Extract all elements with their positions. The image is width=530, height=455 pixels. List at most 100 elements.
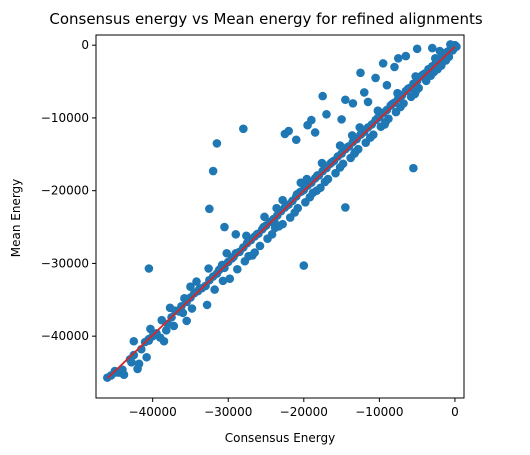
data-point (322, 109, 331, 119)
data-point (323, 174, 333, 184)
data-point (195, 284, 204, 294)
data-point (127, 358, 136, 367)
data-point (363, 97, 373, 107)
data-point (409, 163, 418, 173)
data-point (129, 350, 139, 360)
data-point (435, 46, 445, 56)
data-point (202, 300, 212, 310)
data-point (299, 261, 309, 270)
data-point (302, 174, 312, 184)
data-point (169, 321, 179, 331)
data-point (347, 131, 357, 140)
data-point (187, 304, 197, 313)
data-point (355, 123, 365, 132)
data-point (373, 106, 383, 115)
data-point (350, 149, 359, 158)
data-point (165, 303, 175, 313)
y-tick-label: −40000 (41, 329, 89, 343)
x-tick-label: 0 (451, 405, 459, 419)
data-point (182, 316, 191, 326)
data-point (208, 166, 218, 176)
data-point (341, 203, 350, 212)
data-point (427, 43, 437, 53)
data-point (393, 53, 403, 63)
plot-frame (95, 34, 465, 399)
data-point (433, 64, 442, 74)
data-point (144, 264, 154, 273)
data-point (278, 195, 287, 205)
data-point (259, 222, 269, 232)
data-point (218, 276, 228, 286)
data-point (186, 282, 195, 292)
data-point (387, 99, 397, 109)
x-tick-label: −10000 (355, 405, 403, 419)
data-point (382, 80, 392, 90)
data-point (134, 359, 144, 369)
chart-title: Consensus energy vs Mean energy for refi… (49, 10, 482, 28)
data-point (239, 124, 248, 134)
data-point (318, 91, 327, 101)
data-point (418, 70, 427, 80)
data-point (412, 44, 422, 54)
data-point (270, 216, 279, 226)
data-point (348, 99, 358, 108)
data-point (359, 88, 369, 97)
data-point (233, 264, 242, 274)
y-tick-label: −30000 (41, 256, 89, 270)
data-point (250, 248, 259, 257)
data-point (335, 141, 345, 150)
data-point (146, 324, 155, 334)
data-point (411, 72, 420, 81)
data-point (144, 336, 154, 345)
data-point (343, 142, 352, 152)
data-point (293, 203, 303, 213)
data-point (129, 336, 139, 346)
x-tick-label: −40000 (129, 405, 177, 419)
data-point (205, 204, 214, 214)
data-point (403, 84, 413, 94)
data-point (284, 126, 293, 136)
data-point (210, 285, 219, 294)
y-tick-label: −10000 (41, 111, 89, 125)
data-point (231, 230, 241, 239)
data-point (430, 53, 440, 63)
data-point (177, 302, 186, 311)
fit-line (106, 45, 456, 380)
x-axis-ticks: −40000 −30000 −20000 −10000 0 (129, 398, 459, 419)
data-point (225, 274, 235, 284)
data-point (313, 171, 322, 180)
data-point (399, 99, 408, 108)
data-point (222, 248, 232, 258)
x-axis-label: Consensus Energy (225, 431, 336, 445)
data-point (119, 370, 129, 380)
data-point (212, 139, 222, 148)
y-axis-ticks: −40000 −30000 −20000 −10000 0 (41, 38, 96, 343)
data-point (161, 326, 171, 335)
data-point (307, 115, 316, 125)
data-point (373, 113, 383, 123)
data-point (159, 336, 169, 346)
fit-line-layer (106, 45, 456, 380)
data-point (380, 120, 389, 129)
data-point (393, 88, 402, 98)
data-point (255, 241, 265, 251)
data-point (446, 40, 455, 49)
data-point (310, 128, 320, 137)
data-point (331, 168, 340, 178)
data-point (327, 158, 337, 167)
x-tick-label: −30000 (204, 405, 252, 419)
data-point (369, 130, 378, 139)
data-point (192, 277, 201, 286)
data-point (371, 73, 380, 83)
data-point (312, 186, 321, 195)
data-point (338, 159, 348, 169)
data-point (267, 230, 277, 239)
data-point (356, 68, 365, 78)
y-tick-label: 0 (81, 38, 89, 52)
data-point (272, 203, 281, 213)
data-point (178, 308, 188, 318)
data-point (214, 265, 224, 275)
data-point (110, 368, 120, 377)
data-point (142, 352, 151, 362)
